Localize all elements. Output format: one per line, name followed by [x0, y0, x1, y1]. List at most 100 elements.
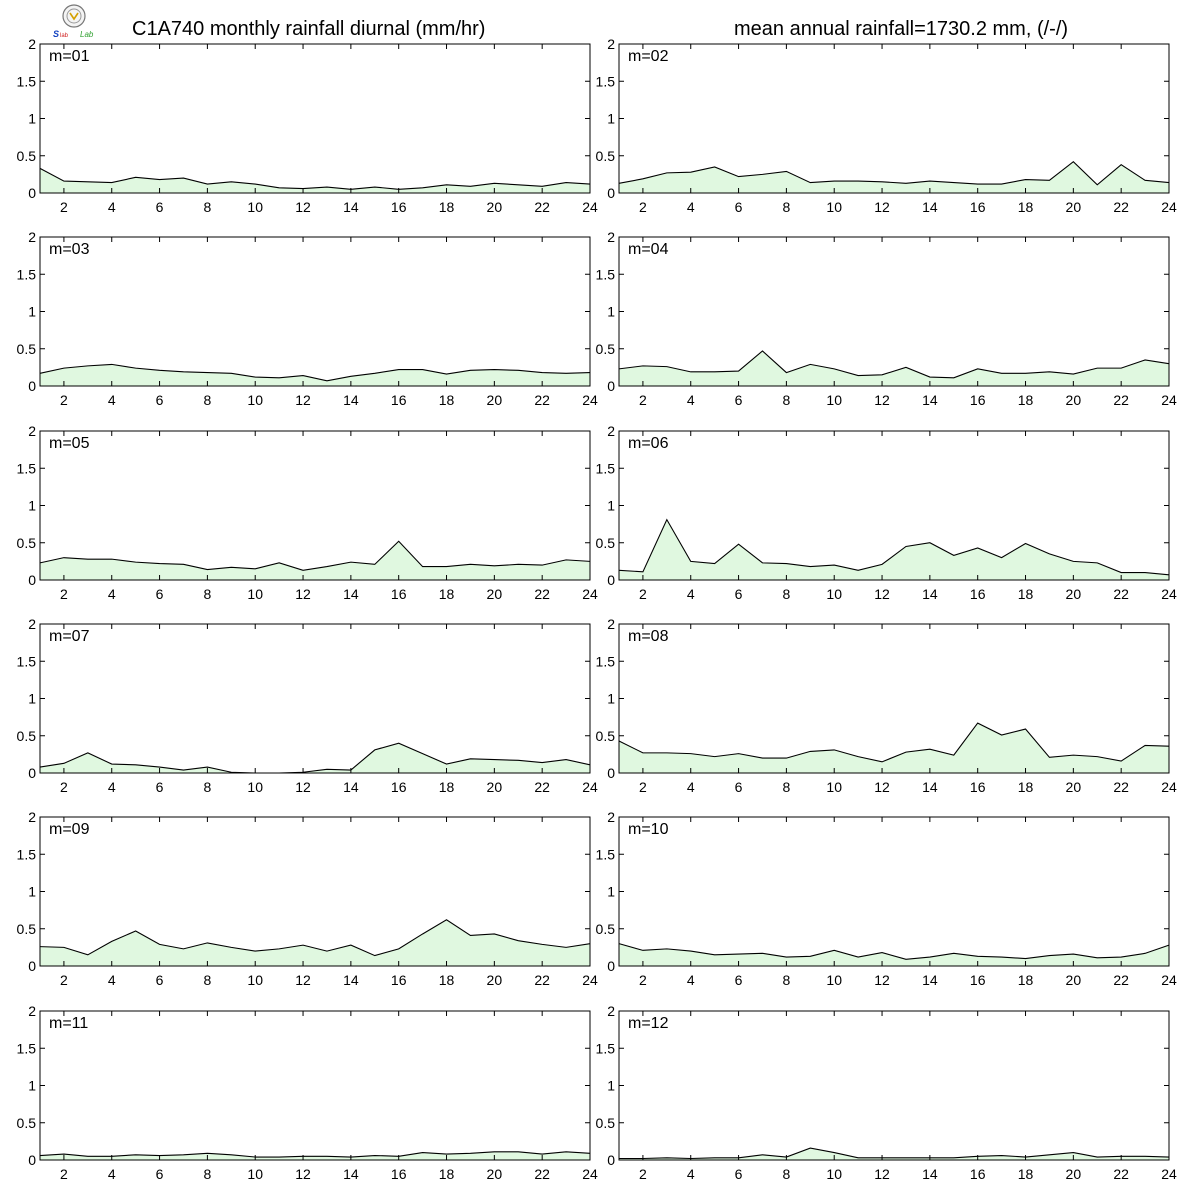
x-tick-label: 4 — [108, 586, 116, 602]
y-tick-label: 1 — [28, 111, 36, 127]
x-tick-label: 18 — [439, 392, 455, 408]
chart-title-right: mean annual rainfall=1730.2 mm, (/-/) — [734, 18, 1069, 40]
panel-label: m=05 — [49, 435, 90, 452]
x-tick-label: 24 — [582, 779, 598, 795]
area-fill — [40, 743, 590, 773]
x-tick-label: 24 — [582, 586, 598, 602]
x-tick-label: 4 — [687, 586, 695, 602]
x-tick-label: 18 — [1018, 586, 1034, 602]
y-tick-label: 0 — [607, 765, 615, 781]
panel-label: m=12 — [628, 1015, 669, 1032]
x-tick-label: 20 — [487, 586, 503, 602]
area-fill — [40, 364, 590, 386]
x-tick-label: 24 — [1161, 972, 1177, 988]
x-tick-label: 18 — [1018, 972, 1034, 988]
y-tick-label: 0 — [28, 572, 36, 588]
y-tick-label: 0.5 — [17, 728, 37, 744]
y-tick-label: 0.5 — [596, 341, 616, 357]
x-tick-label: 14 — [922, 779, 938, 795]
y-tick-label: 0.5 — [596, 535, 616, 551]
panel-label: m=03 — [49, 241, 90, 258]
x-tick-label: 22 — [534, 586, 550, 602]
y-tick-label: 0.5 — [596, 148, 616, 164]
svg-text:lab: lab — [60, 33, 69, 39]
y-tick-label: 1.5 — [17, 1040, 37, 1056]
series-line — [39, 363, 591, 382]
x-tick-label: 14 — [922, 1166, 938, 1182]
y-tick-label: 0.5 — [17, 535, 37, 551]
y-tick-label: 2 — [28, 616, 36, 632]
x-tick-label: 22 — [1113, 586, 1129, 602]
x-tick-label: 2 — [60, 1166, 68, 1182]
y-tick-label: 1.5 — [596, 73, 616, 89]
x-tick-label: 2 — [60, 972, 68, 988]
x-tick-label: 4 — [108, 972, 116, 988]
x-tick-label: 6 — [156, 586, 164, 602]
svg-text:S: S — [53, 29, 59, 39]
x-tick-label: 10 — [826, 779, 842, 795]
area-fill — [40, 168, 590, 193]
panel-label: m=11 — [49, 1015, 88, 1032]
x-tick-label: 4 — [687, 199, 695, 215]
series-line — [39, 742, 591, 774]
x-tick-label: 10 — [826, 586, 842, 602]
x-tick-label: 8 — [782, 586, 790, 602]
x-tick-label: 14 — [343, 199, 359, 215]
x-tick-label: 14 — [922, 392, 938, 408]
lab-logo: S lab Lab — [50, 2, 98, 40]
y-tick-label: 2 — [607, 423, 615, 439]
x-tick-label: 4 — [687, 972, 695, 988]
panel-label: m=04 — [628, 241, 669, 258]
x-tick-label: 22 — [1113, 392, 1129, 408]
x-tick-label: 8 — [782, 972, 790, 988]
x-tick-label: 24 — [582, 392, 598, 408]
x-tick-label: 20 — [487, 779, 503, 795]
x-tick-label: 10 — [247, 779, 263, 795]
y-tick-label: 2 — [607, 1003, 615, 1019]
y-tick-label: 2 — [607, 229, 615, 245]
x-tick-label: 12 — [874, 779, 890, 795]
x-tick-label: 2 — [639, 972, 647, 988]
x-tick-label: 6 — [735, 586, 743, 602]
x-tick-label: 24 — [1161, 779, 1177, 795]
series-line — [618, 518, 1170, 576]
x-tick-label: 10 — [247, 199, 263, 215]
x-tick-label: 6 — [735, 199, 743, 215]
x-tick-label: 10 — [247, 392, 263, 408]
x-tick-label: 20 — [1066, 392, 1082, 408]
panel-label: m=07 — [49, 628, 90, 645]
x-tick-label: 16 — [391, 199, 407, 215]
y-tick-label: 2 — [28, 809, 36, 825]
x-tick-label: 6 — [156, 199, 164, 215]
y-tick-label: 0.5 — [17, 921, 37, 937]
series-line — [39, 167, 591, 190]
series-line — [619, 1147, 1170, 1160]
x-tick-label: 12 — [874, 392, 890, 408]
x-tick-label: 12 — [295, 199, 311, 215]
y-tick-label: 1 — [607, 498, 615, 514]
x-tick-label: 4 — [687, 392, 695, 408]
y-tick-label: 1 — [607, 304, 615, 320]
panel-m=06: 00.511.522 4 6 8 10 12 14 16 18 20 22 24m=06 — [596, 423, 1177, 602]
y-tick-label: 0 — [607, 1152, 615, 1168]
x-tick-label: 12 — [295, 972, 311, 988]
y-tick-label: 0 — [607, 958, 615, 974]
x-tick-label: 16 — [391, 392, 407, 408]
panel-m=02: 00.511.522 4 6 8 10 12 14 16 18 20 22 24m=02 — [596, 36, 1177, 215]
panel-m=10: 00.511.522 4 6 8 10 12 14 16 18 20 22 24m=10 — [596, 809, 1177, 988]
x-tick-label: 2 — [60, 392, 68, 408]
series-line — [39, 1151, 591, 1158]
y-tick-label: 0 — [28, 185, 36, 201]
y-tick-label: 2 — [28, 423, 36, 439]
x-tick-label: 22 — [534, 199, 550, 215]
x-tick-label: 10 — [826, 972, 842, 988]
y-tick-label: 2 — [607, 809, 615, 825]
x-tick-label: 2 — [639, 199, 647, 215]
y-tick-label: 0 — [28, 1152, 36, 1168]
x-tick-label: 20 — [1066, 1166, 1082, 1182]
plot-frame — [39, 623, 591, 774]
x-tick-label: 10 — [247, 972, 263, 988]
x-tick-label: 2 — [639, 586, 647, 602]
x-tick-label: 22 — [534, 1166, 550, 1182]
